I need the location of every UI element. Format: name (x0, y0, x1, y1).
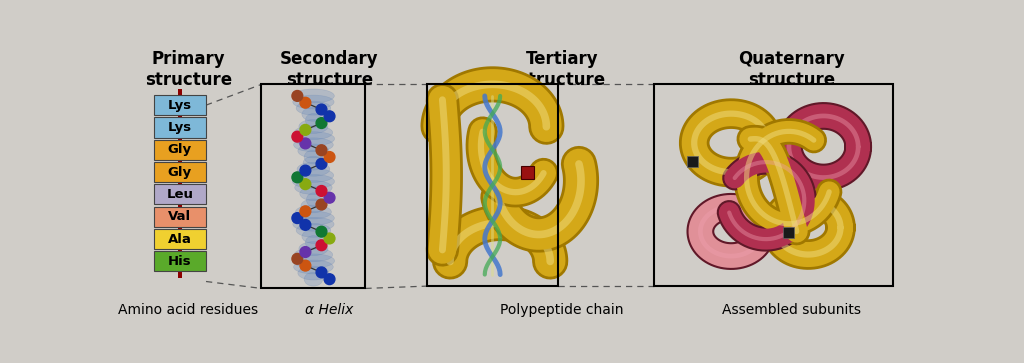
Circle shape (300, 179, 310, 189)
Ellipse shape (302, 107, 325, 121)
Ellipse shape (304, 272, 323, 286)
Bar (177, 249, 182, 252)
Circle shape (325, 274, 335, 285)
Circle shape (316, 145, 327, 156)
Bar (177, 204, 182, 207)
Text: Val: Val (168, 210, 191, 223)
Text: Gly: Gly (168, 143, 191, 156)
Ellipse shape (295, 181, 332, 195)
Bar (154, 140, 206, 160)
Text: Secondary
structure: Secondary structure (280, 50, 379, 89)
Text: Quaternary
structure: Quaternary structure (738, 50, 845, 89)
Ellipse shape (294, 126, 333, 139)
Ellipse shape (302, 229, 325, 243)
Ellipse shape (294, 248, 333, 262)
Circle shape (300, 246, 310, 257)
Ellipse shape (304, 150, 323, 164)
Bar (177, 89, 182, 95)
Circle shape (300, 220, 310, 230)
Circle shape (325, 111, 335, 122)
Ellipse shape (305, 236, 322, 249)
Bar (261, 84, 366, 289)
Bar (154, 95, 206, 115)
Circle shape (316, 226, 327, 237)
Bar (154, 162, 206, 182)
Bar (177, 182, 182, 184)
Text: Leu: Leu (166, 188, 194, 201)
Circle shape (316, 199, 327, 210)
Ellipse shape (303, 156, 324, 170)
Circle shape (292, 172, 303, 183)
Circle shape (316, 158, 327, 169)
Ellipse shape (293, 95, 334, 109)
Circle shape (292, 90, 303, 101)
Ellipse shape (299, 242, 328, 256)
Circle shape (300, 260, 310, 271)
Bar (154, 229, 206, 249)
Circle shape (316, 267, 327, 278)
Ellipse shape (306, 193, 321, 207)
Circle shape (292, 253, 303, 264)
Bar (177, 227, 182, 229)
Ellipse shape (298, 266, 329, 280)
Bar (177, 160, 182, 162)
Circle shape (292, 213, 303, 224)
Bar (154, 207, 206, 227)
Ellipse shape (292, 132, 335, 146)
Ellipse shape (298, 144, 329, 158)
Text: Ala: Ala (168, 233, 191, 246)
Text: α Helix: α Helix (305, 303, 353, 317)
Bar (154, 118, 206, 138)
Circle shape (300, 125, 310, 135)
Ellipse shape (293, 168, 334, 182)
Circle shape (300, 138, 310, 149)
Circle shape (300, 97, 310, 108)
Text: Gly: Gly (168, 166, 191, 179)
Circle shape (316, 240, 327, 250)
Ellipse shape (293, 89, 334, 103)
Circle shape (300, 206, 310, 217)
Ellipse shape (296, 223, 331, 237)
Ellipse shape (293, 211, 334, 225)
Circle shape (316, 104, 327, 115)
Bar (177, 272, 182, 278)
Bar (654, 84, 893, 286)
Circle shape (316, 118, 327, 129)
Circle shape (325, 233, 335, 244)
Ellipse shape (293, 175, 335, 188)
Ellipse shape (294, 138, 333, 152)
Text: His: His (168, 255, 191, 268)
Text: Polypeptide chain: Polypeptide chain (500, 303, 624, 317)
Circle shape (300, 165, 310, 176)
Ellipse shape (296, 205, 332, 219)
Ellipse shape (297, 162, 330, 176)
Circle shape (325, 192, 335, 203)
Circle shape (325, 152, 335, 162)
Text: Tertiary
structure: Tertiary structure (518, 50, 605, 89)
Ellipse shape (305, 113, 322, 127)
Circle shape (292, 131, 303, 142)
Text: Amino acid residues: Amino acid residues (118, 303, 258, 317)
Ellipse shape (294, 260, 333, 274)
Ellipse shape (293, 217, 334, 231)
Bar (177, 115, 182, 118)
Ellipse shape (300, 187, 327, 201)
Bar (154, 184, 206, 204)
Text: Lys: Lys (168, 99, 191, 112)
Bar (177, 138, 182, 140)
Ellipse shape (299, 119, 328, 133)
Circle shape (316, 185, 327, 196)
Ellipse shape (301, 199, 326, 213)
Text: Primary
structure: Primary structure (144, 50, 231, 89)
Text: Assembled subunits: Assembled subunits (722, 303, 861, 317)
Bar (427, 84, 558, 286)
Bar (154, 252, 206, 272)
Ellipse shape (292, 254, 335, 268)
Text: Lys: Lys (168, 121, 191, 134)
Ellipse shape (296, 101, 331, 115)
